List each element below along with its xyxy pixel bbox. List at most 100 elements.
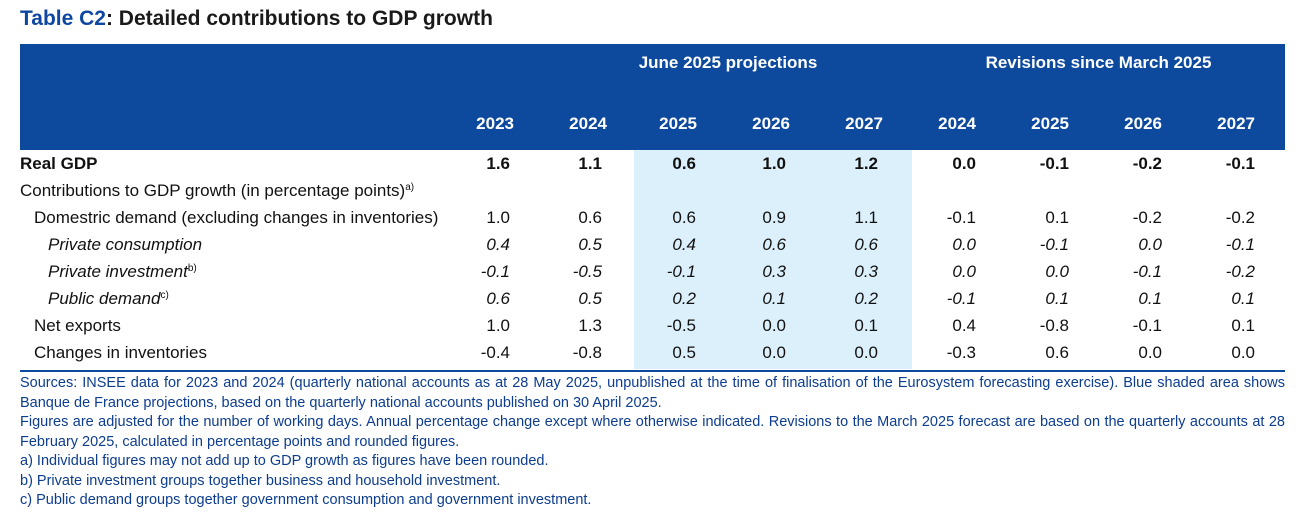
cell: 0.2	[854, 289, 878, 308]
footnote-ref: a)	[405, 182, 415, 193]
cell: -0.2	[1225, 262, 1255, 281]
cell: 0.4	[486, 235, 510, 254]
cell: -0.3	[946, 343, 976, 362]
cell: 0.6	[762, 235, 786, 254]
cell: -0.1	[1132, 316, 1162, 335]
cell: 1.3	[578, 316, 602, 335]
row-label: Domestric demand (excluding changes in i…	[34, 208, 439, 227]
cell: 0.1	[1231, 316, 1255, 335]
cell: 1.1	[578, 154, 602, 173]
table-notes: Sources: INSEE data for 2023 and 2024 (q…	[20, 374, 1285, 511]
table-row-domestic-demand: Domestric demand (excluding changes in i…	[20, 204, 1285, 231]
cell: -0.2	[1225, 208, 1255, 227]
cell: -0.5	[666, 316, 696, 335]
cell: 1.0	[762, 154, 786, 173]
cell: -0.4	[480, 343, 510, 362]
projection-shaded-area	[634, 150, 912, 369]
cell: -0.8	[1039, 316, 1069, 335]
group-label-revisions: Revisions since March 2025	[985, 53, 1212, 72]
year-header: 2025	[1031, 114, 1069, 133]
note-sources: Sources: INSEE data for 2023 and 2024 (q…	[20, 375, 1285, 411]
cell: 0.0	[1138, 235, 1162, 254]
table-bottom-rule	[20, 370, 1285, 372]
year-header: 2024	[569, 114, 607, 133]
row-label: Real GDP	[20, 154, 98, 173]
cell: 1.6	[486, 154, 510, 173]
cell: -0.1	[946, 289, 976, 308]
cell: 0.6	[1045, 343, 1069, 362]
table-row-private-consumption: Private consumption 0.4 0.5 0.4 0.6 0.6 …	[20, 231, 1285, 258]
table-row-real-gdp: Real GDP 1.6 1.1 0.6 1.0 1.2 0.0 -0.1 -0…	[20, 150, 1285, 177]
cell: -0.1	[480, 262, 510, 281]
row-label: Contributions to GDP growth (in percenta…	[20, 181, 415, 200]
cell: 0.3	[762, 262, 786, 281]
cell: 0.6	[578, 208, 602, 227]
cell: -0.8	[572, 343, 602, 362]
cell: 1.0	[486, 208, 510, 227]
cell: 0.0	[952, 235, 976, 254]
cell: -0.1	[946, 208, 976, 227]
cell: 0.0	[854, 343, 878, 362]
cell: -0.1	[1039, 235, 1069, 254]
cell: 0.0	[762, 343, 786, 362]
cell: 0.4	[952, 316, 976, 335]
row-label: Changes in inventories	[34, 343, 207, 362]
cell: -0.1	[1225, 154, 1255, 173]
footnote-ref: b)	[187, 263, 197, 274]
table-title-text: : Detailed contributions to GDP growth	[105, 7, 493, 30]
cell: 0.0	[952, 154, 976, 173]
cell: 0.0	[952, 262, 976, 281]
cell: 0.5	[578, 289, 602, 308]
cell: 0.0	[762, 316, 786, 335]
cell: 1.1	[854, 208, 878, 227]
cell: 0.1	[762, 289, 786, 308]
table-row-contributions-heading: Contributions to GDP growth (in percenta…	[20, 177, 1285, 204]
year-header: 2027	[1217, 114, 1255, 133]
cell: 0.9	[762, 208, 786, 227]
year-header: 2025	[659, 114, 697, 133]
year-header: 2027	[845, 114, 883, 133]
row-label: Public demandc)	[48, 289, 169, 308]
row-label: Private investmentb)	[48, 262, 197, 281]
cell: -0.1	[1225, 235, 1255, 254]
cell: 0.5	[672, 343, 696, 362]
footnote-b: b) Private investment groups together bu…	[20, 472, 501, 489]
cell: 0.3	[854, 262, 878, 281]
table-row-private-investment: Private investmentb) -0.1 -0.5 -0.1 0.3 …	[20, 258, 1285, 285]
table-code: Table C2	[20, 7, 106, 30]
table-body: Real GDP 1.6 1.1 0.6 1.0 1.2 0.0 -0.1 -0…	[20, 150, 1285, 369]
cell: 0.2	[672, 289, 696, 308]
cell: 1.2	[854, 154, 878, 173]
cell: 0.0	[1231, 343, 1255, 362]
cell: 1.0	[486, 316, 510, 335]
table-header: June 2025 projections Revisions since Ma…	[20, 44, 1285, 150]
cell: 0.1	[1045, 208, 1069, 227]
cell: 0.1	[1231, 289, 1255, 308]
note-adjusted: Figures are adjusted for the number of w…	[20, 414, 1285, 450]
cell: 0.6	[672, 208, 696, 227]
cell: -0.1	[1132, 262, 1162, 281]
cell: 0.6	[854, 235, 878, 254]
cell: 0.1	[854, 316, 878, 335]
contributions-table: June 2025 projections Revisions since Ma…	[20, 44, 1285, 369]
cell: 0.6	[672, 154, 696, 173]
cell: -0.2	[1132, 154, 1162, 173]
cell: 0.6	[486, 289, 510, 308]
cell: -0.1	[666, 262, 696, 281]
year-header: 2024	[938, 114, 976, 133]
cell: -0.1	[1039, 154, 1069, 173]
year-header: 2026	[752, 114, 790, 133]
cell: 0.0	[1138, 343, 1162, 362]
cell: 0.4	[672, 235, 696, 254]
table-title: Table C2: Detailed contributions to GDP …	[20, 4, 493, 34]
table-row-net-exports: Net exports 1.0 1.3 -0.5 0.0 0.1 0.4 -0.…	[20, 312, 1285, 339]
cell: 0.0	[1045, 262, 1069, 281]
footnote-ref: c)	[160, 290, 169, 301]
footnote-a: a) Individual figures may not add up to …	[20, 453, 549, 469]
cell: 0.5	[578, 235, 602, 254]
group-label-projections: June 2025 projections	[638, 53, 818, 72]
cell: 0.1	[1138, 289, 1162, 308]
cell: -0.5	[572, 262, 602, 281]
cell: 0.1	[1045, 289, 1069, 308]
year-header: 2026	[1124, 114, 1162, 133]
